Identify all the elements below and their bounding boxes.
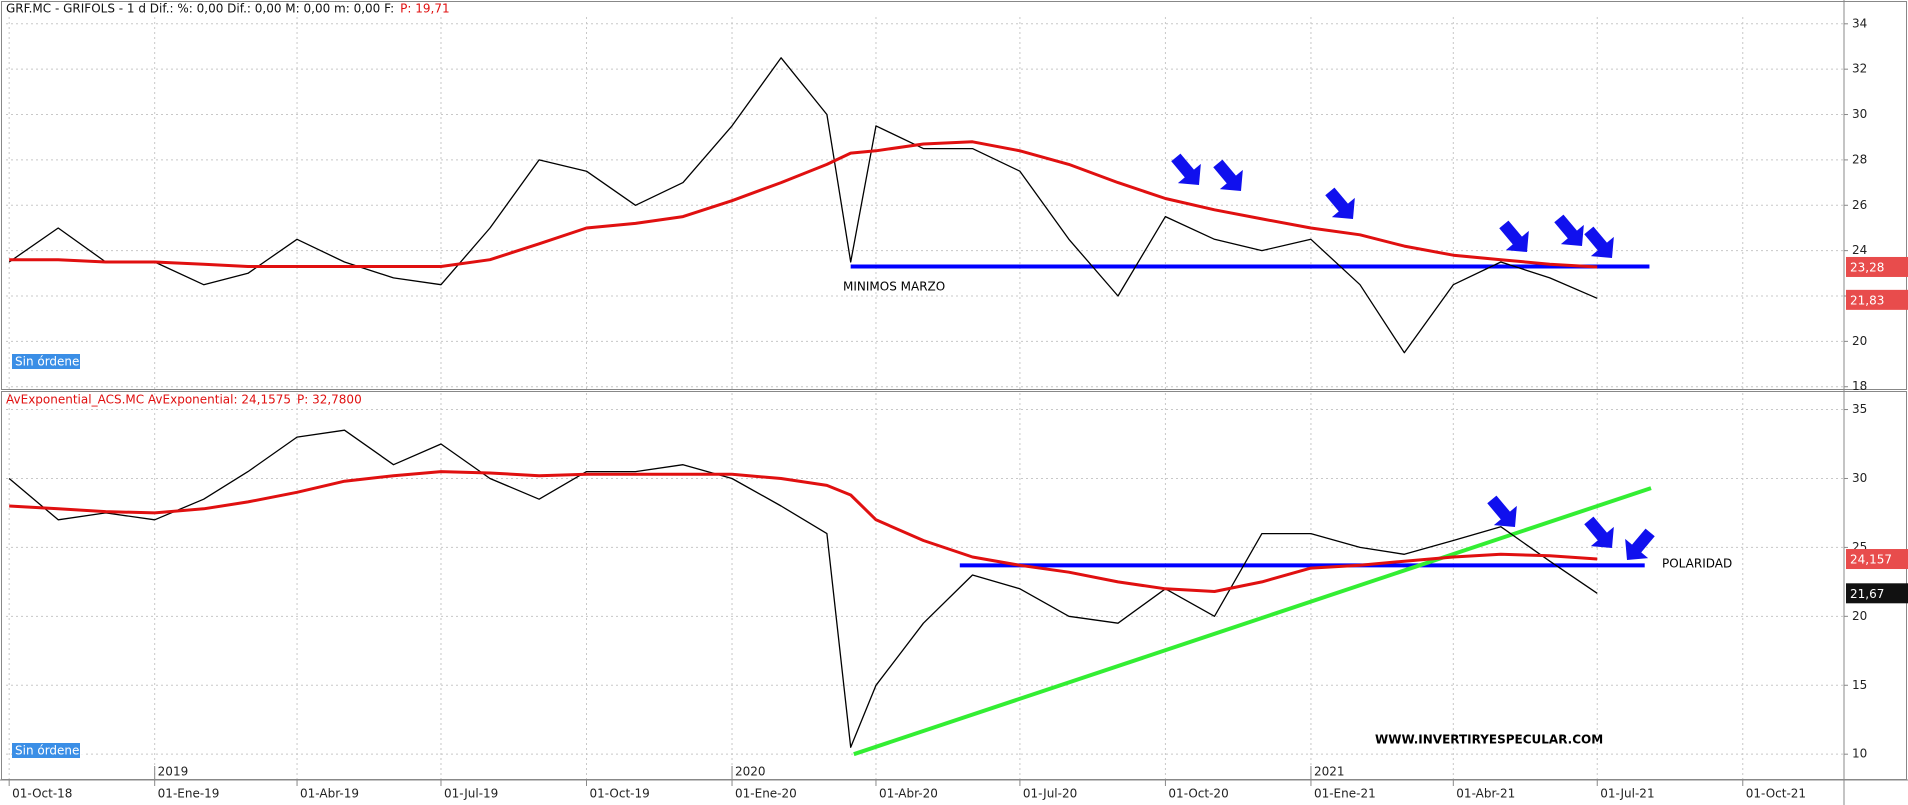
- annotation: POLARIDAD: [1662, 557, 1732, 571]
- orders-button-label: Sin órdenes: [15, 744, 86, 758]
- y-tick-label: 10: [1852, 747, 1867, 761]
- panel-header: GRF.MC - GRIFOLS - 1 d Dif.: %: 0,00 Dif…: [6, 2, 394, 16]
- y-tick-label: 15: [1852, 678, 1867, 692]
- y-tick-label: 26: [1852, 198, 1867, 212]
- annotation: MINIMOS MARZO: [843, 280, 945, 294]
- x-tick-label: 01-Jul-19: [444, 787, 498, 801]
- price-tag: [1846, 583, 1908, 604]
- x-tick-label: 01-Oct-21: [1746, 787, 1806, 801]
- y-tick-label: 20: [1852, 334, 1867, 348]
- x-tick-label: 01-Oct-18: [12, 787, 72, 801]
- price-tag: [1846, 256, 1908, 277]
- arrow: [1554, 214, 1584, 246]
- arrow: [1213, 159, 1243, 191]
- x-tick-label: 01-Ene-19: [158, 787, 220, 801]
- top-panel-frame: [1, 1, 1907, 390]
- arrow: [1584, 226, 1614, 258]
- price-line: [8, 57, 1598, 354]
- orders-button: [12, 743, 80, 758]
- arrow: [1325, 187, 1355, 219]
- arrow: [1499, 220, 1529, 252]
- y-tick-label: 20: [1852, 609, 1867, 623]
- year-label: 2020: [735, 765, 766, 779]
- x-tick-label: 01-Ene-20: [735, 787, 797, 801]
- x-tick-label: 01-Abr-19: [300, 787, 359, 801]
- ema-line: [9, 140, 1598, 269]
- x-tick-label: 01-Oct-19: [590, 787, 650, 801]
- x-tick-label: 01-Abr-21: [1456, 787, 1515, 801]
- arrow: [1487, 495, 1517, 527]
- y-tick-label: 30: [1852, 107, 1867, 121]
- ema-line: [9, 470, 1598, 593]
- orders-button: [12, 354, 80, 369]
- price-tag-label: 21,67: [1850, 587, 1884, 601]
- price-line: [8, 429, 1598, 748]
- arrow: [1625, 528, 1655, 560]
- panel-header-price: P: 32,7800: [297, 393, 362, 407]
- annotation: WWW.INVERTIRYESPECULAR.COM: [1375, 733, 1603, 747]
- price-tag-label: 21,83: [1850, 293, 1884, 307]
- y-tick-label: 28: [1852, 152, 1867, 166]
- x-tick-label: 01-Oct-20: [1168, 787, 1228, 801]
- arrow: [1584, 516, 1614, 548]
- year-label: 2019: [158, 765, 189, 779]
- x-tick-label: 01-Ene-21: [1314, 787, 1376, 801]
- x-tick-label: 01-Abr-20: [879, 787, 938, 801]
- orders-button-label: Sin órdenes: [15, 355, 86, 369]
- year-label: 2021: [1314, 765, 1345, 779]
- y-tick-label: 24: [1852, 243, 1867, 257]
- y-tick-label: 18: [1852, 379, 1867, 393]
- x-tick-label: 01-Jul-21: [1600, 787, 1654, 801]
- arrow: [1171, 153, 1201, 185]
- price-tag-label: 23,28: [1850, 260, 1884, 274]
- x-tick-label: 01-Jul-20: [1023, 787, 1077, 801]
- y-tick-label: 32: [1852, 62, 1867, 76]
- price-tag-label: 24,157: [1850, 553, 1892, 567]
- panel-header: AvExponential_ACS.MC AvExponential: 24,1…: [6, 393, 291, 407]
- price-tag: [1846, 549, 1908, 570]
- reference-line: [853, 486, 1652, 757]
- price-tag: [1846, 289, 1908, 310]
- panel-header-price: P: 19,71: [400, 2, 449, 16]
- y-tick-label: 30: [1852, 471, 1867, 485]
- y-tick-label: 35: [1852, 402, 1867, 416]
- y-tick-label: 34: [1852, 16, 1867, 30]
